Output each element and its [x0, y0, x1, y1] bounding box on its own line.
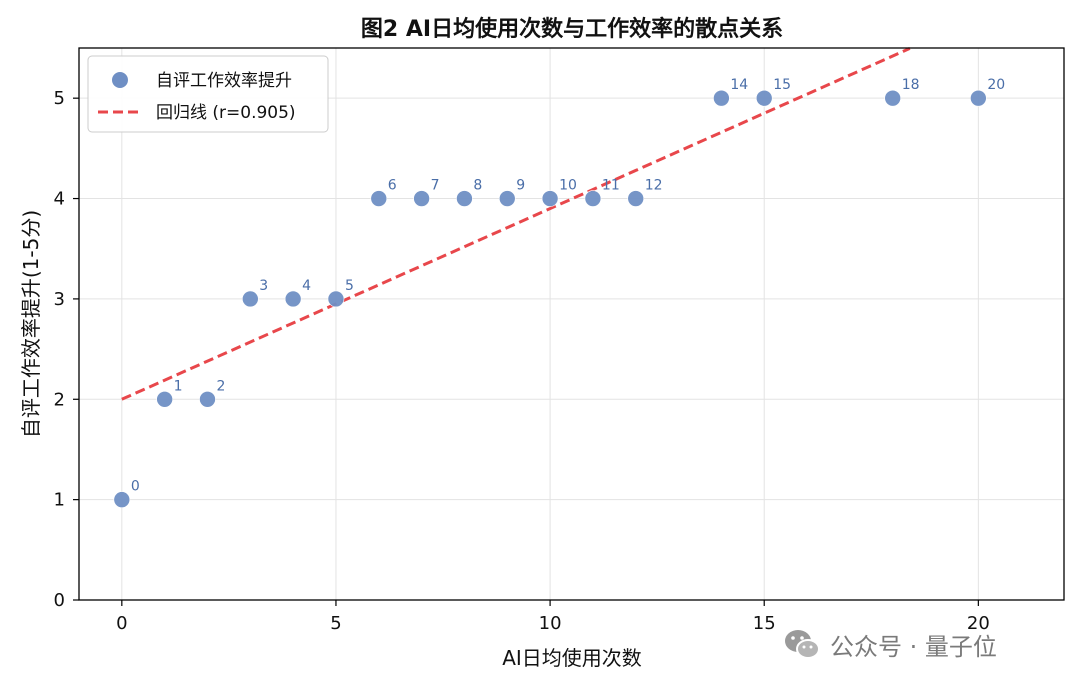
- data-label: 15: [773, 77, 791, 93]
- legend-box: [87, 55, 329, 133]
- watermark: 公众号 · 量子位: [782, 624, 997, 664]
- x-tick-label: 10: [539, 613, 562, 634]
- data-point: [370, 190, 388, 207]
- x-axis-label: AI日均使用次数: [502, 646, 642, 670]
- y-tick-label: 0: [54, 590, 65, 611]
- data-point: [584, 190, 602, 207]
- data-label: 7: [431, 178, 440, 194]
- data-label: 3: [259, 278, 268, 294]
- data-label: 4: [302, 278, 311, 294]
- legend-label-regression: 回归线 (r=0.905): [156, 103, 296, 123]
- data-point: [156, 390, 173, 408]
- data-point: [242, 290, 259, 308]
- y-tick-label: 5: [54, 88, 65, 109]
- y-tick-label: 4: [54, 189, 65, 210]
- chart-title: 图2 AI日均使用次数与工作效率的散点关系: [361, 16, 783, 42]
- plot-frame: [78, 47, 1065, 601]
- data-label: 18: [902, 77, 920, 93]
- data-point: [284, 290, 302, 308]
- data-point: [755, 89, 773, 107]
- data-label: 8: [473, 178, 482, 194]
- legend-marker-points: [112, 72, 128, 88]
- data-point: [113, 491, 131, 508]
- data-point: [498, 190, 516, 207]
- x-tick-label: 20: [967, 613, 990, 634]
- data-point: [713, 89, 730, 107]
- watermark-text: 公众号 · 量子位: [830, 632, 997, 661]
- data-point: [456, 190, 473, 207]
- data-point: [413, 190, 430, 207]
- data-points: [113, 89, 987, 508]
- regression-line: [121, 47, 911, 401]
- data-point: [541, 190, 559, 207]
- y-tick-label: 2: [54, 389, 65, 410]
- data-point: [327, 290, 345, 308]
- data-point: [627, 190, 645, 207]
- data-label: 2: [216, 378, 225, 394]
- x-tick-label: 0: [116, 613, 127, 634]
- data-point: [199, 390, 216, 408]
- y-tick-label: 3: [54, 289, 65, 310]
- x-tick-label: 5: [330, 613, 341, 634]
- data-label: 14: [730, 77, 748, 93]
- data-label: 0: [131, 479, 140, 495]
- data-label: 10: [559, 178, 577, 194]
- data-point: [884, 89, 901, 107]
- data-point: [970, 89, 987, 107]
- y-axis-label: 自评工作效率提升(1-5分): [19, 210, 43, 438]
- data-label: 1: [174, 378, 183, 394]
- data-label: 6: [388, 178, 397, 194]
- y-tick-label: 1: [54, 490, 65, 511]
- data-label: 11: [602, 178, 620, 194]
- data-label: 5: [345, 278, 354, 294]
- legend-label-points: 自评工作效率提升: [156, 71, 292, 91]
- data-label: 12: [645, 178, 663, 194]
- x-tick-label: 15: [753, 613, 776, 634]
- legend: 自评工作效率提升 回归线 (r=0.905): [87, 55, 329, 133]
- wechat-icon: [785, 630, 820, 659]
- data-label: 20: [987, 77, 1005, 93]
- data-label: 9: [516, 178, 525, 194]
